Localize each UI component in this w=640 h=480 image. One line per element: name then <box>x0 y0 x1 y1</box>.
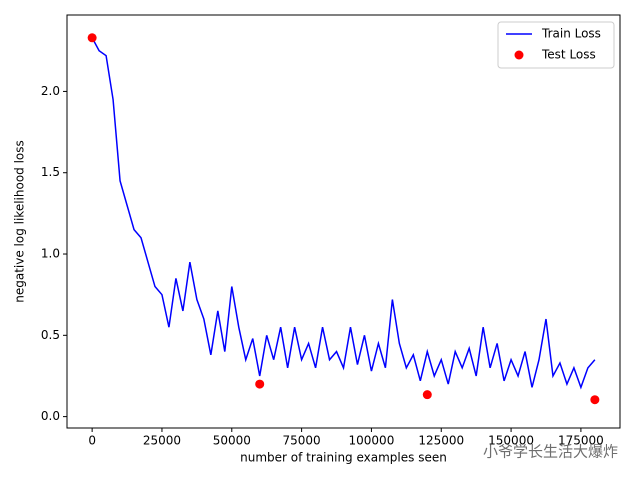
y-tick-label: 0.0 <box>41 409 60 423</box>
x-tick-label: 50000 <box>213 434 251 448</box>
y-tick-label: 2.0 <box>41 84 60 98</box>
x-tick-label: 125000 <box>418 434 464 448</box>
test-loss-point <box>255 379 265 389</box>
y-tick-label: 0.5 <box>41 328 60 342</box>
test-loss-point <box>422 390 432 400</box>
plot-frame <box>66 14 621 429</box>
x-tick-label: 150000 <box>488 434 534 448</box>
test-loss-point <box>87 33 97 43</box>
y-tick-label: 1.0 <box>41 247 60 261</box>
x-tick-label: 75000 <box>283 434 321 448</box>
legend-label: Test Loss <box>541 48 596 62</box>
y-tick-label: 1.5 <box>41 165 60 179</box>
watermark: 小爷学长生活大爆炸 <box>483 443 618 461</box>
x-tick-label: 175000 <box>558 434 604 448</box>
x-tick-label: 100000 <box>349 434 395 448</box>
train-loss-line <box>91 37 596 390</box>
x-axis-label: number of training examples seen <box>240 451 447 465</box>
y-axis-label: negative log likelihood loss <box>13 140 27 303</box>
x-tick-label: 0 <box>88 434 96 448</box>
legend-label: Train Loss <box>541 27 601 41</box>
legend-marker <box>514 50 524 60</box>
x-tick-label: 25000 <box>143 434 181 448</box>
test-loss-point <box>590 395 600 405</box>
